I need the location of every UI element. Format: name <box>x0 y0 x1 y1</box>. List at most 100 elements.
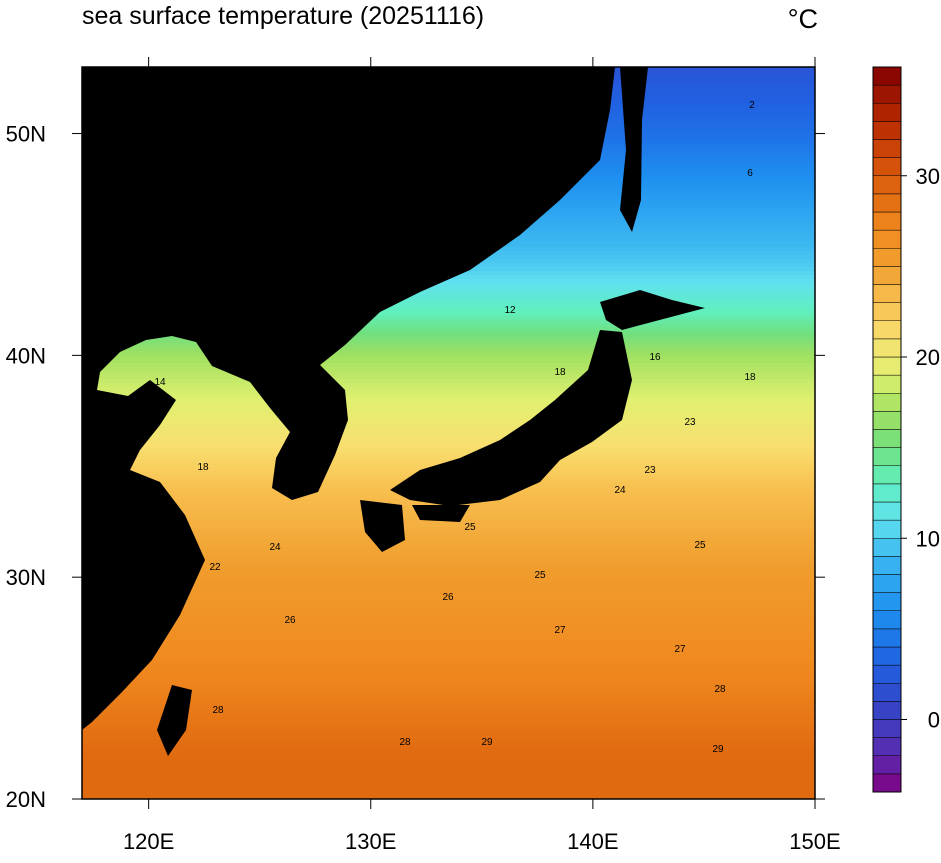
ocean-band <box>82 315 815 320</box>
ocean-band <box>82 655 815 660</box>
ocean-band <box>82 791 815 796</box>
ocean-band <box>82 687 815 692</box>
ocean-band <box>82 683 815 688</box>
land-mainland <box>82 67 615 730</box>
ocean-band <box>82 723 815 728</box>
ocean-band <box>82 531 815 536</box>
ocean-band <box>82 367 815 372</box>
colorbar-segment <box>872 302 902 321</box>
contour-label: 24 <box>269 542 281 553</box>
colorbar-segment <box>872 121 902 140</box>
lon-tick-label: 150E <box>789 829 840 854</box>
ocean-band <box>82 455 815 460</box>
ocean-band <box>82 419 815 424</box>
ocean-band <box>82 459 815 464</box>
contour-label: 28 <box>714 684 726 695</box>
ocean-band <box>82 327 815 332</box>
contour-label: 25 <box>464 522 476 533</box>
contour-label: 28 <box>212 705 224 716</box>
ocean-band <box>82 707 815 712</box>
ocean-band <box>82 331 815 336</box>
ocean-band <box>82 751 815 756</box>
lat-tick-label: 40N <box>6 343 46 368</box>
colorbar-segment <box>872 683 902 702</box>
colorbar-segment <box>872 356 902 376</box>
ocean-band <box>82 379 815 384</box>
contour-label: 12 <box>504 305 516 316</box>
contour-label: 29 <box>712 744 724 755</box>
ocean-band <box>82 675 815 680</box>
ocean-band <box>82 407 815 412</box>
land-sakhalin <box>620 67 648 232</box>
ocean-band <box>82 431 815 436</box>
ocean-band <box>82 451 815 456</box>
colorbar-segment <box>872 664 902 684</box>
colorbar-segment <box>872 211 902 231</box>
ocean-band <box>82 691 815 696</box>
ocean-band <box>82 743 815 748</box>
ocean-band <box>82 755 815 760</box>
ocean-band <box>82 615 815 620</box>
land <box>82 67 705 756</box>
ocean-band <box>82 599 815 604</box>
ocean-band <box>82 351 815 356</box>
contour-label: 23 <box>684 417 696 428</box>
ocean-band <box>82 291 815 296</box>
ocean-band <box>82 695 815 700</box>
colorbar-segment <box>872 719 902 738</box>
ocean-band <box>82 555 815 560</box>
colorbar-segment <box>872 429 902 448</box>
colorbar-segment <box>872 84 902 104</box>
ocean-band <box>82 643 815 648</box>
colorbar-tick-label: 30 <box>916 164 940 189</box>
colorbar-segment <box>872 284 902 303</box>
colorbar-segment <box>872 447 902 466</box>
ocean-band <box>82 559 815 564</box>
ocean-band <box>82 651 815 656</box>
contour-label: 25 <box>694 540 706 551</box>
ocean-band <box>82 727 815 732</box>
ocean-band <box>82 359 815 364</box>
colorbar-segment <box>872 66 902 86</box>
ocean-band <box>82 667 815 672</box>
colorbar-segment <box>872 646 902 666</box>
ocean-band <box>82 355 815 360</box>
colorbar-segment <box>872 755 902 775</box>
ocean-band <box>82 303 815 308</box>
contour-label: 26 <box>284 615 296 626</box>
colorbar-segment <box>872 266 902 285</box>
colorbar-tick-label: 20 <box>916 345 940 370</box>
ocean-band <box>82 671 815 676</box>
colorbar-segment <box>872 374 902 394</box>
contour-label: 22 <box>209 562 221 573</box>
ocean-band <box>82 443 815 448</box>
ocean-band <box>82 371 815 376</box>
ocean-band <box>82 311 815 316</box>
colorbar-segment <box>872 393 902 412</box>
ocean-band <box>82 427 815 432</box>
land-kyushu <box>360 500 405 552</box>
contour-label: 27 <box>554 625 566 636</box>
colorbar-segment <box>872 193 902 213</box>
colorbar-segment <box>872 483 902 503</box>
ocean-band <box>82 619 815 624</box>
ocean-band <box>82 375 815 380</box>
ocean-band <box>82 399 815 404</box>
ocean-band <box>82 611 815 616</box>
ocean-band <box>82 347 815 352</box>
ocean-band <box>82 647 815 652</box>
ocean-band <box>82 763 815 768</box>
ocean-band <box>82 663 815 668</box>
ocean-band <box>82 603 815 608</box>
ocean-band <box>82 715 815 720</box>
ocean-band <box>82 719 815 724</box>
ocean-band <box>82 579 815 584</box>
ocean-band <box>82 363 815 368</box>
ocean-band <box>82 679 815 684</box>
ocean-band <box>82 299 815 304</box>
land-shikoku <box>412 505 470 522</box>
colorbar: 0 10 20 30 <box>872 66 940 793</box>
colorbar-segment <box>872 556 902 575</box>
contour-label: 2 <box>749 100 755 111</box>
ocean-band <box>82 759 815 764</box>
